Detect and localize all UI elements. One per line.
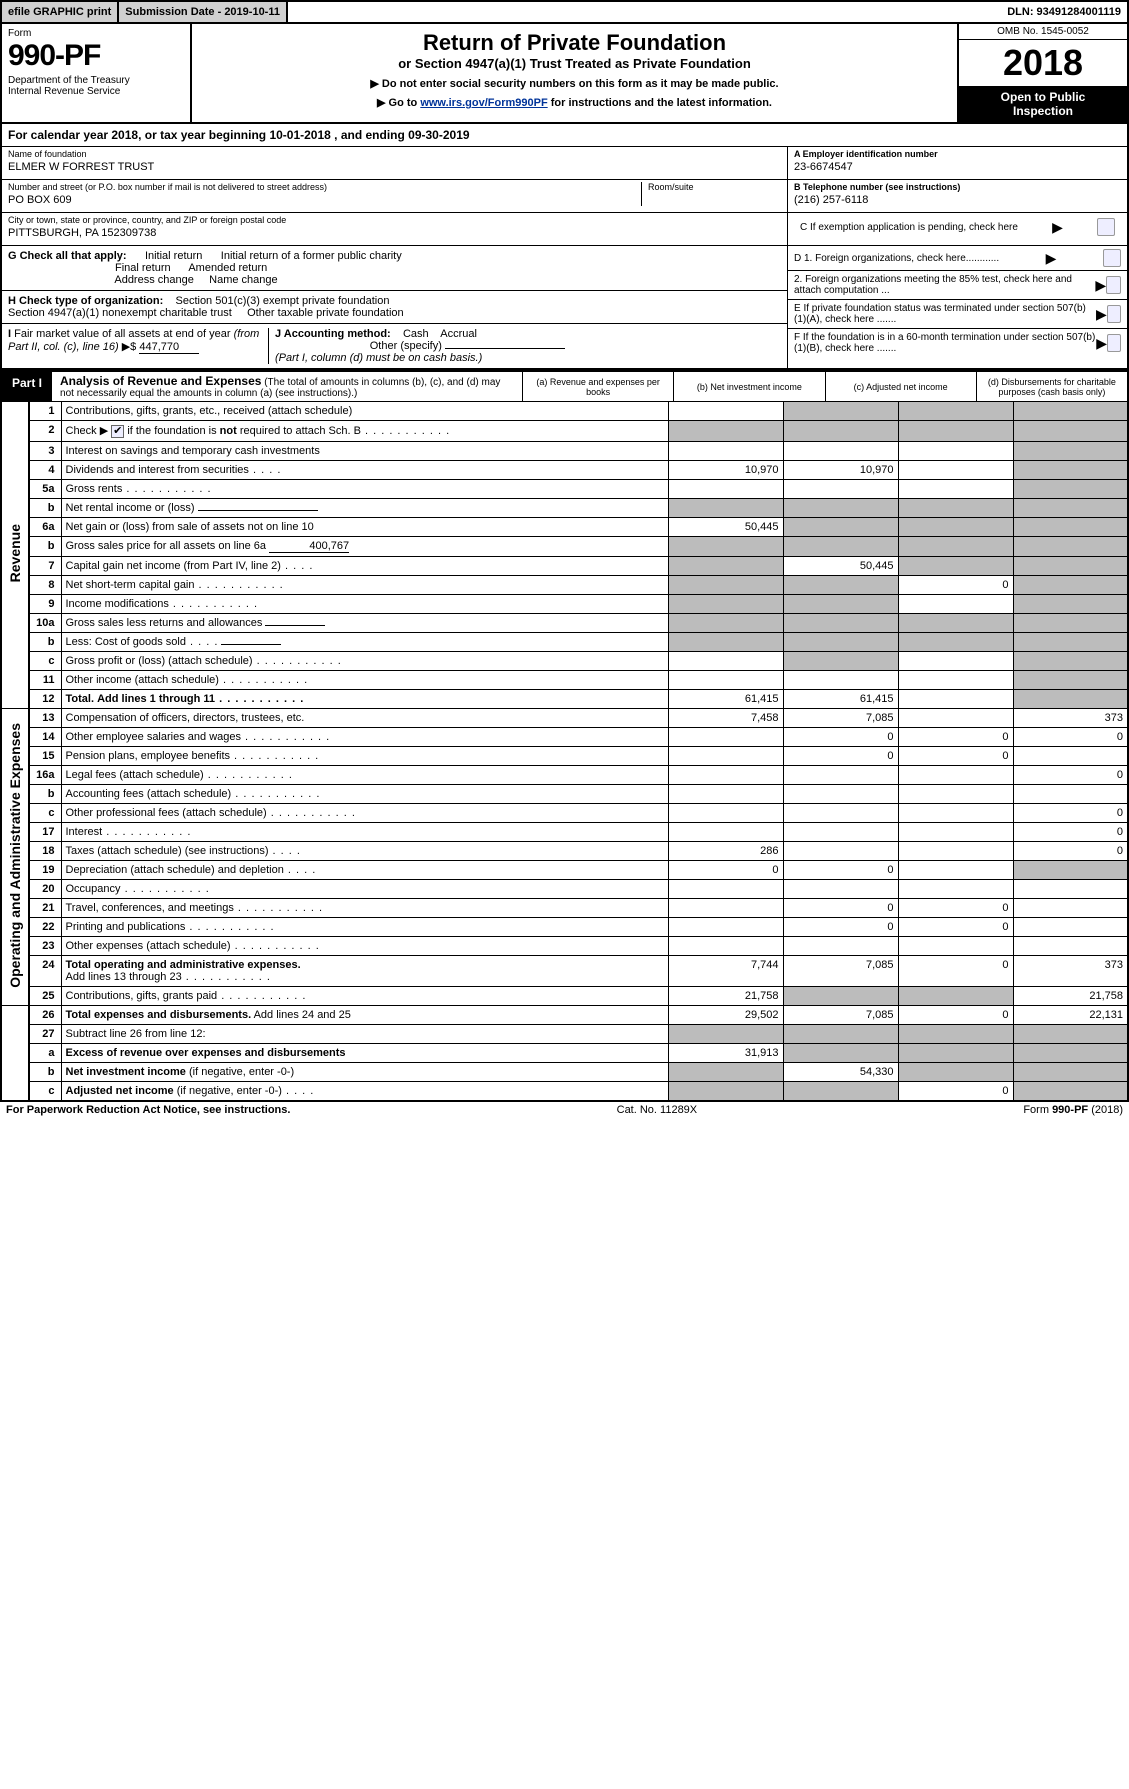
- name-label: Name of foundation: [8, 149, 781, 159]
- city-label: City or town, state or province, country…: [8, 215, 781, 225]
- h-label: H Check type of organization:: [8, 295, 163, 307]
- schb-cb[interactable]: [111, 425, 124, 438]
- form-label: Form: [8, 28, 184, 39]
- tax-year: 2018: [959, 40, 1127, 86]
- col-b-header: (b) Net investment income: [673, 372, 824, 401]
- form-number: 990-PF: [8, 39, 184, 73]
- foundation-city: PITTSBURGH, PA 152309738: [8, 227, 781, 239]
- footer-mid: Cat. No. 11289X: [617, 1104, 698, 1116]
- irs-link[interactable]: www.irs.gov/Form990PF: [420, 97, 547, 109]
- part1-tab: Part I: [2, 372, 52, 401]
- arrow-icon: ▶: [1052, 219, 1063, 236]
- form-subtitle: or Section 4947(a)(1) Trust Treated as P…: [198, 56, 951, 71]
- omb-number: OMB No. 1545-0052: [959, 24, 1127, 40]
- j-label: J Accounting method:: [275, 328, 391, 340]
- dln: DLN: 93491284001119: [1001, 2, 1127, 22]
- part1-header: Part I Analysis of Revenue and Expenses …: [0, 370, 1129, 401]
- foundation-name: ELMER W FORREST TRUST: [8, 161, 781, 173]
- e-cb[interactable]: [1107, 305, 1121, 323]
- open-inspection: Open to PublicInspection: [959, 86, 1127, 122]
- efile-print-button[interactable]: efile GRAPHIC print: [2, 2, 119, 22]
- tel-value: (216) 257-6118: [794, 194, 1121, 206]
- c-checkbox[interactable]: [1097, 218, 1115, 236]
- topbar-spacer: [288, 2, 1001, 22]
- col-c-header: (c) Adjusted net income: [825, 372, 976, 401]
- ein-label: A Employer identification number: [794, 149, 1121, 159]
- calendar-year: For calendar year 2018, or tax year begi…: [0, 124, 1129, 147]
- room-label: Room/suite: [648, 182, 781, 192]
- part1-table: Revenue 1Contributions, gifts, grants, e…: [0, 401, 1129, 1102]
- form-note2: ▶ Go to www.irs.gov/Form990PF for instru…: [198, 96, 951, 109]
- d2-label: 2. Foreign organizations meeting the 85%…: [794, 274, 1095, 296]
- check-section: G Check all that apply: Initial return I…: [0, 246, 1129, 370]
- revenue-side-label: Revenue: [7, 524, 23, 582]
- i-label: I Fair market value of all assets at end…: [8, 328, 259, 353]
- col-a-header: (a) Revenue and expenses per books: [522, 372, 673, 401]
- expenses-side-label: Operating and Administrative Expenses: [7, 723, 23, 988]
- d1-cb[interactable]: [1103, 249, 1121, 267]
- footer-right: Form 990-PF (2018): [1023, 1104, 1123, 1116]
- f-cb[interactable]: [1107, 334, 1121, 352]
- g-label: G Check all that apply:: [8, 250, 127, 262]
- entity-info: Name of foundation ELMER W FORREST TRUST…: [0, 147, 1129, 246]
- e-label: E If private foundation status was termi…: [794, 303, 1096, 325]
- ein-value: 23-6674547: [794, 161, 1121, 173]
- form-note1: ▶ Do not enter social security numbers o…: [198, 77, 951, 90]
- topbar: efile GRAPHIC print Submission Date - 20…: [0, 0, 1129, 24]
- d1-label: D 1. Foreign organizations, check here..…: [794, 253, 999, 264]
- d2-cb[interactable]: [1106, 276, 1121, 294]
- form-title: Return of Private Foundation: [198, 30, 951, 56]
- form-header: Form 990-PF Department of the TreasuryIn…: [0, 24, 1129, 124]
- part1-title: Analysis of Revenue and Expenses (The to…: [52, 372, 522, 401]
- c-label: C If exemption application is pending, c…: [800, 222, 1018, 233]
- f-label: F If the foundation is in a 60-month ter…: [794, 332, 1096, 354]
- j-note: (Part I, column (d) must be on cash basi…: [275, 352, 482, 364]
- submission-date: Submission Date - 2019-10-11: [119, 2, 288, 22]
- col-d-header: (d) Disbursements for charitable purpose…: [976, 372, 1127, 401]
- page-footer: For Paperwork Reduction Act Notice, see …: [0, 1102, 1129, 1118]
- foundation-address: PO BOX 609: [8, 194, 641, 206]
- tel-label: B Telephone number (see instructions): [794, 182, 1121, 192]
- addr-label: Number and street (or P.O. box number if…: [8, 182, 641, 192]
- dept-treasury: Department of the TreasuryInternal Reven…: [8, 75, 184, 97]
- footer-left: For Paperwork Reduction Act Notice, see …: [6, 1104, 290, 1116]
